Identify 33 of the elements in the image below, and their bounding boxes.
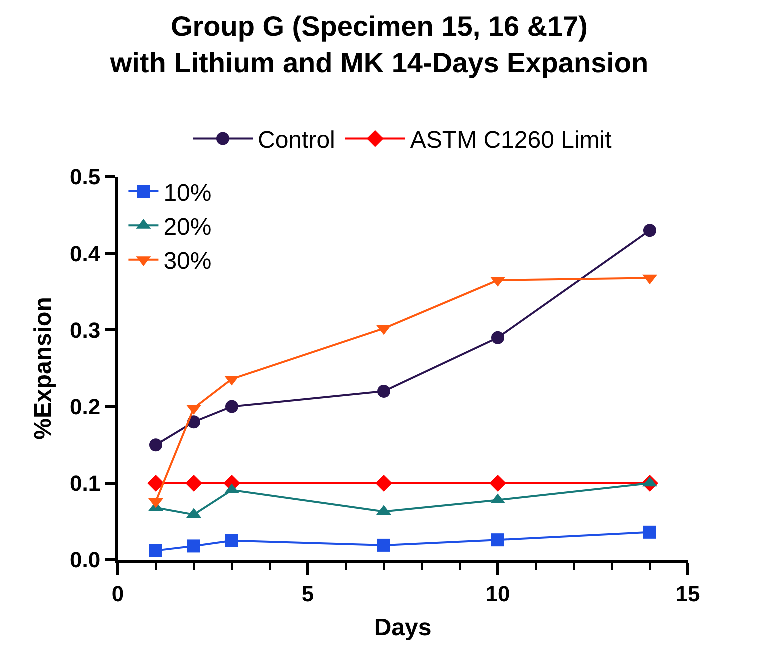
point [490, 474, 506, 492]
x-tick-label: 15 [676, 581, 700, 606]
point [226, 534, 238, 548]
legend-label: Control [258, 127, 336, 154]
legend-label: 10% [164, 180, 212, 207]
point [492, 534, 504, 547]
point [376, 474, 392, 492]
x-tick-label: 5 [302, 581, 314, 606]
y-tick-label: 0.3 [70, 318, 101, 343]
point [148, 474, 164, 492]
point [492, 331, 504, 344]
y-tick-label: 0.2 [70, 394, 101, 420]
point [150, 438, 162, 452]
y-tick-label: 0.1 [70, 471, 101, 496]
point [378, 384, 390, 398]
legend-label: ASTM C1260 Limit [410, 127, 612, 154]
legend-label: 30% [164, 248, 212, 276]
y-tick-label: 0.0 [70, 548, 101, 573]
point [644, 224, 656, 238]
point [186, 474, 202, 492]
x-tick-label: 0 [112, 581, 124, 606]
y-tick-label: 0.5 [70, 164, 101, 190]
point [644, 526, 656, 539]
point [378, 538, 390, 552]
point [150, 544, 162, 558]
point [226, 400, 238, 414]
x-axis-title: Days [374, 614, 432, 642]
y-axis-title: %Expansion [30, 297, 58, 440]
chart-title: Group G (Specimen 15, 16 &17) with Lithium and MK 14-Days Expansion [109, 11, 649, 79]
legend-label: 20% [164, 214, 212, 241]
point [188, 540, 200, 553]
y-tick-label: 0.4 [70, 241, 102, 266]
x-tick-label: 10 [486, 581, 510, 606]
